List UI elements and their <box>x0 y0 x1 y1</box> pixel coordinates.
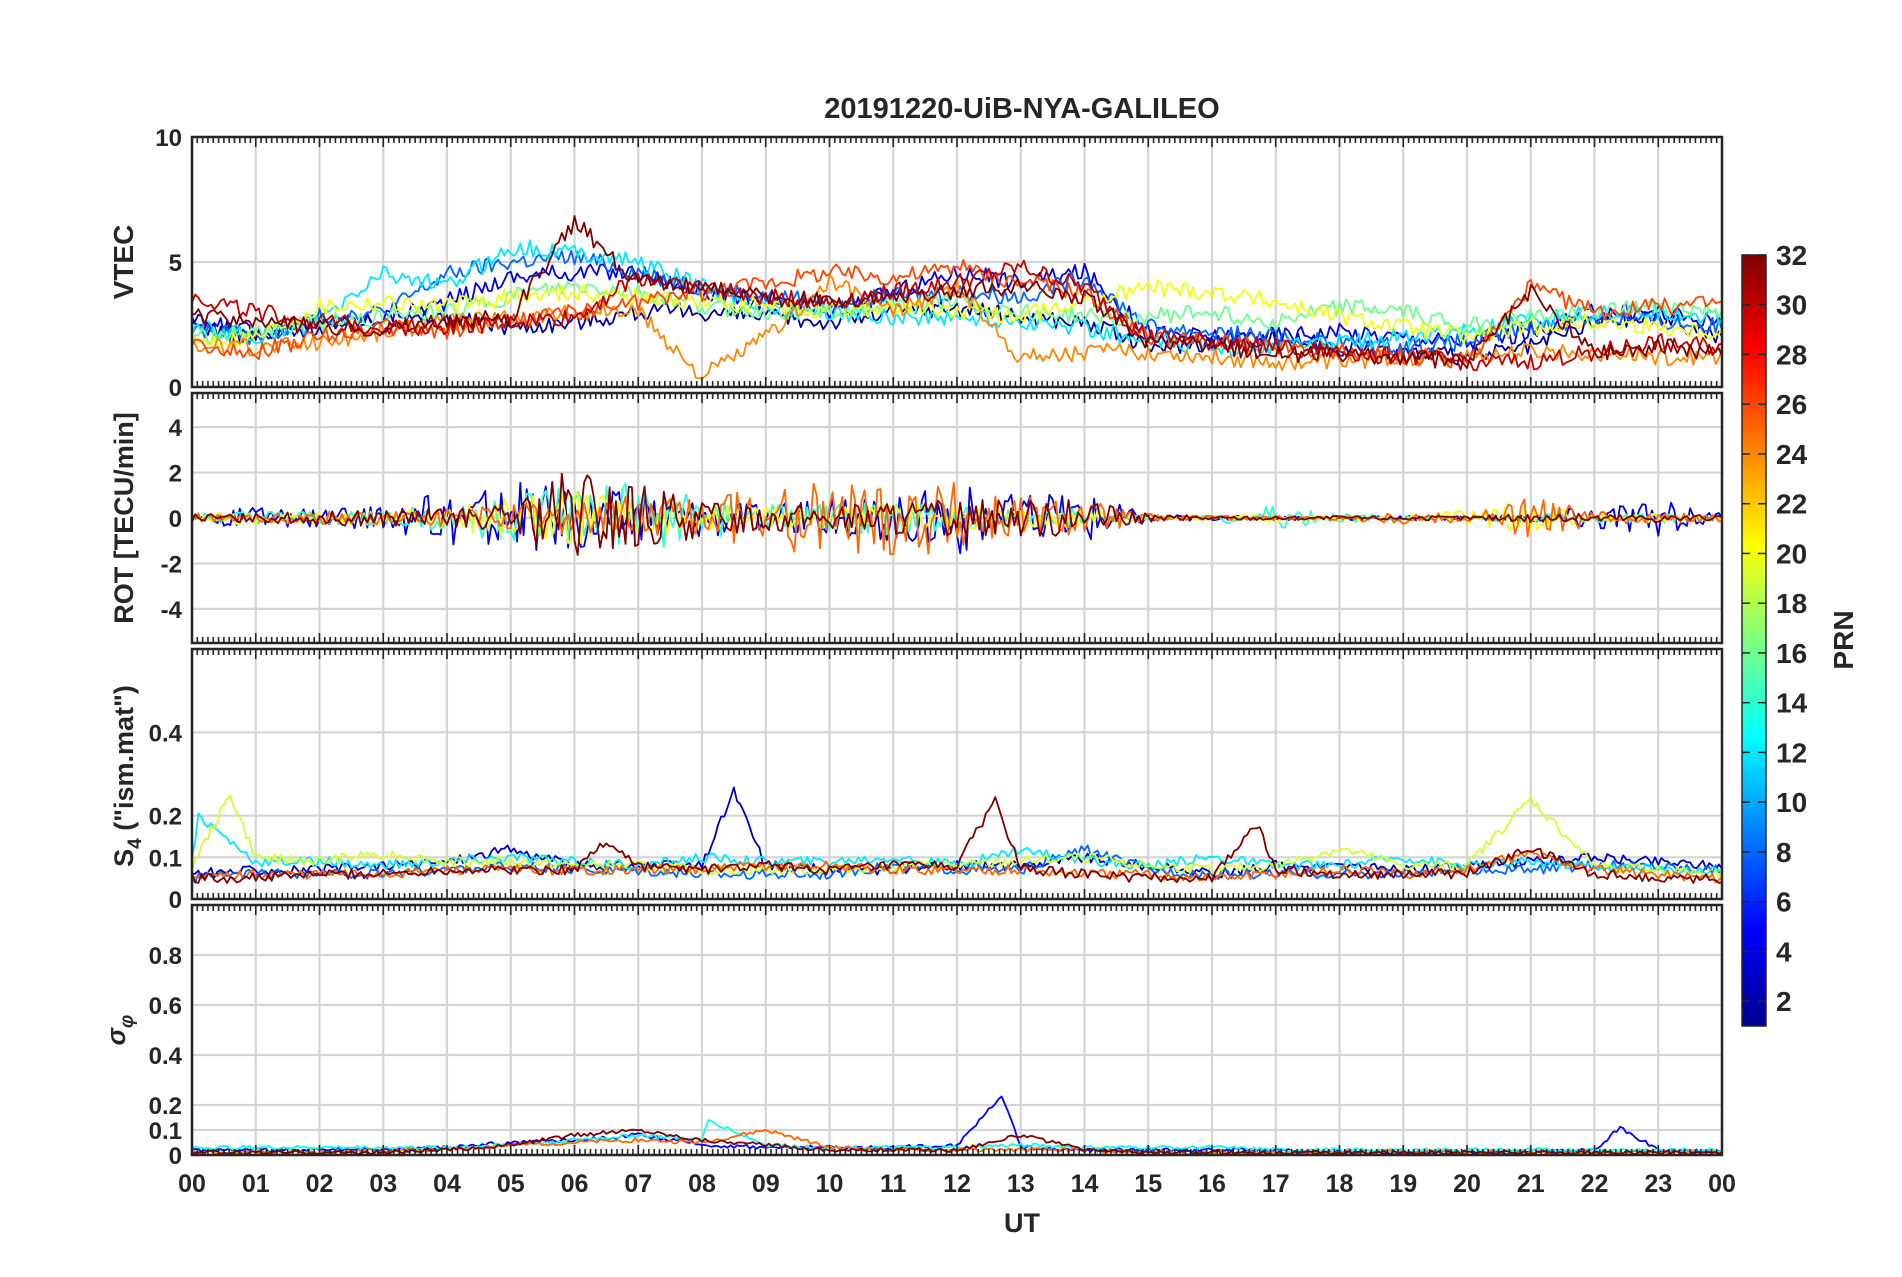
y-tick-label: 5 <box>169 250 182 277</box>
x-axis-label: UT <box>1004 1208 1040 1238</box>
y-tick-label: 10 <box>155 125 182 152</box>
x-tick-labels: 00 01 02 03 04 05 06 07 08 09 10 11 12 13 14 15 16 17 18 19… <box>178 1170 1736 1198</box>
x-tick-label: 09 <box>752 1170 780 1198</box>
x-tick-label: 04 <box>433 1170 461 1198</box>
series-line-prn-2 <box>191 301 1723 366</box>
series-line-prn-25 <box>191 850 1723 884</box>
colorbar-tick-label: 12 <box>1776 737 1807 768</box>
x-tick-label: 19 <box>1389 1170 1417 1198</box>
y-label-sigma-phi: σφ <box>101 1015 138 1046</box>
x-tick-label: 20 <box>1453 1170 1481 1198</box>
panel-s4: 0 0.1 0.2 0.4 <box>149 647 1724 914</box>
colorbar-tick-label: 24 <box>1776 439 1808 470</box>
colorbar-tick-label: 22 <box>1776 489 1807 520</box>
colorbar-label: PRN <box>1828 610 1859 669</box>
series-line-prn-8 <box>191 249 1723 356</box>
chart-title: 20191220-UiB-NYA-GALILEO <box>824 93 1219 125</box>
y-tick-label: 0.1 <box>149 845 182 872</box>
x-tick-label: 05 <box>497 1170 525 1198</box>
panel-sigma-phi: 00.10.2 0.4 0.6 0.8 <box>149 903 1724 1170</box>
x-tick-label: 17 <box>1262 1170 1290 1198</box>
y-label-s4-main: S <box>109 849 139 867</box>
x-tick-label: 12 <box>943 1170 971 1198</box>
y-label-rot: ROT [TECU/min] <box>109 412 139 623</box>
y-tick-label: 0.2 <box>149 804 182 831</box>
y-tick-label: -2 <box>161 551 182 578</box>
colorbar-tick-label: 32 <box>1776 240 1807 271</box>
x-tick-label: 22 <box>1581 1170 1609 1198</box>
x-tick-label: 14 <box>1071 1170 1099 1198</box>
colorbar-tick-label: 18 <box>1776 588 1807 619</box>
colorbar-tick-label: 8 <box>1776 837 1792 868</box>
y-label-phi: φ <box>117 1015 138 1028</box>
colorbar-tick-label: 28 <box>1776 339 1807 370</box>
y-tick-label: 0.4 <box>149 720 183 747</box>
series-line-prn-32 <box>191 796 1723 884</box>
y-tick-label: 4 <box>169 415 183 442</box>
colorbar-tick-label: 6 <box>1776 887 1792 918</box>
y-tick-label: 0 <box>169 375 182 402</box>
y-tick-label: 0 <box>169 887 182 914</box>
series-line-prn-16 <box>191 281 1723 346</box>
colorbar-tick-label: 4 <box>1776 936 1792 967</box>
x-tick-label: 00 <box>178 1170 206 1198</box>
x-tick-label: 23 <box>1644 1170 1672 1198</box>
x-tick-label: 10 <box>816 1170 844 1198</box>
y-tick-label: 0.6 <box>149 993 182 1020</box>
colorbar-tick-label: 16 <box>1776 638 1807 669</box>
colorbar-tick-label: 26 <box>1776 389 1807 420</box>
y-label-sigma: σ <box>101 1026 131 1045</box>
y-tick-label: 0.1 <box>149 1118 182 1145</box>
y-tick-label: 0 <box>169 1143 182 1170</box>
panel-rot: -4 -2 0 2 4 <box>161 391 1724 645</box>
colorbar-tick-label: 2 <box>1776 986 1792 1017</box>
colorbar-tick-label: 10 <box>1776 787 1807 818</box>
x-tick-label: 16 <box>1198 1170 1226 1198</box>
x-tick-label: 13 <box>1007 1170 1035 1198</box>
x-tick-label: 15 <box>1134 1170 1162 1198</box>
series-line-prn-26 <box>191 258 1723 369</box>
series-line-prn-32 <box>191 472 1723 556</box>
x-tick-label: 01 <box>242 1170 270 1198</box>
y-tick-label: 0.4 <box>149 1043 183 1070</box>
x-tick-label: 06 <box>561 1170 589 1198</box>
y-label-s4-suffix: ("ism.mat") <box>109 685 139 838</box>
colorbar-tick-label: 30 <box>1776 290 1807 321</box>
x-tick-label: 07 <box>624 1170 652 1198</box>
y-tick-label: -4 <box>161 597 183 624</box>
colorbar-tick-label: 14 <box>1776 688 1808 719</box>
x-tick-label: 03 <box>369 1170 397 1198</box>
series-line-prn-30 <box>191 259 1723 372</box>
y-tick-label: 0.8 <box>149 943 182 970</box>
x-tick-label: 08 <box>688 1170 716 1198</box>
y-label-vtec: VTEC <box>108 225 139 300</box>
x-tick-label: 18 <box>1326 1170 1354 1198</box>
series-line-prn-20 <box>191 279 1723 349</box>
panel-vtec: 0 5 10 <box>155 125 1724 402</box>
colorbar-tick-label: 20 <box>1776 538 1807 569</box>
y-tick-label: 0 <box>169 506 182 533</box>
colorbar-gradient <box>1741 254 1767 1027</box>
y-label-s4: S4 ("ism.mat") <box>109 685 146 867</box>
series-line-prn-25 <box>191 481 1723 556</box>
x-tick-label: 21 <box>1517 1170 1545 1198</box>
x-tick-label: 00 <box>1708 1170 1736 1198</box>
series-line-prn-32 <box>191 215 1723 370</box>
y-tick-label: 2 <box>169 461 182 488</box>
series-line-prn-19 <box>191 794 1723 879</box>
y-label-s4-sub: 4 <box>125 838 146 849</box>
x-tick-label: 11 <box>880 1170 907 1198</box>
x-tick-label: 02 <box>306 1170 334 1198</box>
y-tick-label: 0.2 <box>149 1093 182 1120</box>
